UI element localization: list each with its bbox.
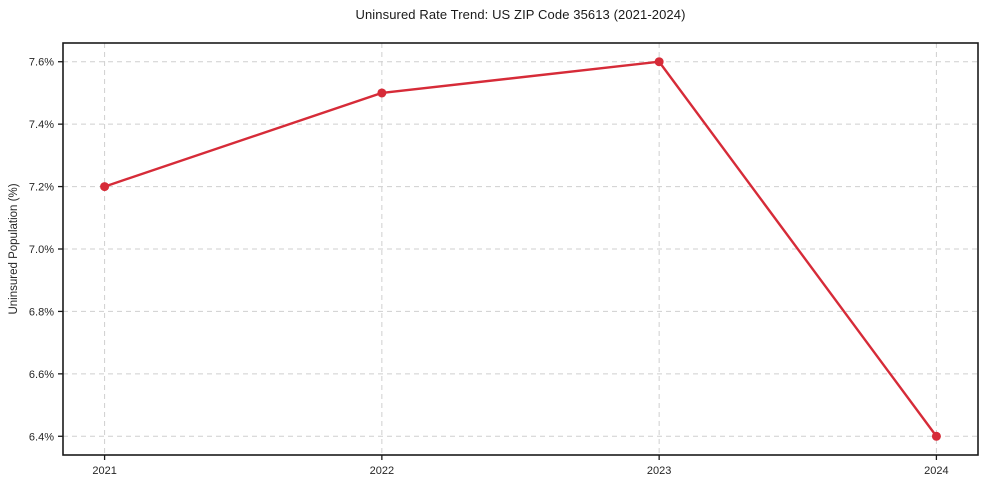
y-tick-label: 7.2% <box>29 182 54 194</box>
plot-border <box>62 42 979 456</box>
y-tick-label: 6.8% <box>29 306 54 318</box>
y-tick-label: 7.4% <box>29 119 54 131</box>
data-point-marker <box>377 88 387 98</box>
chart-title: Uninsured Rate Trend: US ZIP Code 35613 … <box>355 7 686 22</box>
y-tick-label: 6.6% <box>29 369 54 381</box>
x-tick-label: 2021 <box>92 465 116 477</box>
x-tick-label: 2022 <box>370 465 394 477</box>
data-point-marker <box>100 182 110 192</box>
data-point-marker <box>931 431 941 441</box>
x-tick-label: 2024 <box>924 465 948 477</box>
y-tick-label: 6.4% <box>29 431 54 443</box>
y-tick-label: 7.6% <box>29 57 54 69</box>
data-line <box>103 60 938 438</box>
y-tick-label: 7.0% <box>29 244 54 256</box>
x-tick-label: 2023 <box>647 465 671 477</box>
data-point-marker <box>654 57 664 67</box>
y-axis-label: Uninsured Population (%) <box>8 183 20 315</box>
